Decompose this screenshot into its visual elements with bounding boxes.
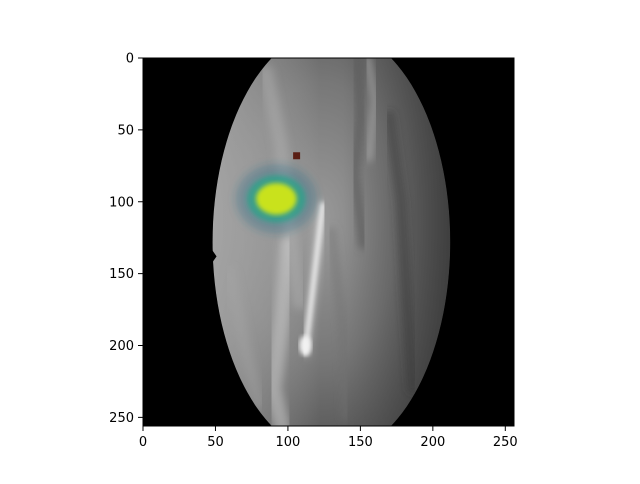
y-tick-label: 100 [109, 195, 134, 210]
x-tick-label: 200 [420, 435, 445, 450]
tissue-streak [223, 267, 265, 409]
point-marker [293, 152, 301, 160]
tissue-streak [384, 110, 418, 394]
y-tick-label: 0 [126, 52, 134, 67]
heatmap-overlay [235, 164, 317, 234]
y-tick-label: 50 [117, 123, 134, 138]
tissue-streak [265, 236, 296, 426]
x-tick-label: 100 [276, 435, 301, 450]
tissue-streak [350, 58, 368, 250]
instrument-line [303, 202, 325, 355]
heatmap-core [256, 183, 297, 215]
y-tick-label: 150 [109, 267, 134, 282]
y-tick-label: 250 [109, 411, 134, 426]
y-tick-label: 200 [109, 339, 134, 354]
x-tick-label: 50 [207, 435, 224, 450]
image-area [143, 58, 514, 426]
fov-notch [210, 247, 217, 265]
tissue-streak [327, 226, 350, 422]
y-axis-ticks: 0 50 100 150 200 250 [109, 52, 143, 426]
axes-frame [142, 57, 515, 427]
x-tick-label: 250 [493, 435, 518, 450]
x-axis-ticks: 0 50 100 150 200 250 [139, 426, 518, 450]
tissue-streak [364, 58, 378, 162]
x-tick-label: 0 [139, 435, 147, 450]
instrument-tip [299, 335, 312, 356]
field-of-view [212, 58, 451, 426]
x-tick-label: 150 [348, 435, 373, 450]
